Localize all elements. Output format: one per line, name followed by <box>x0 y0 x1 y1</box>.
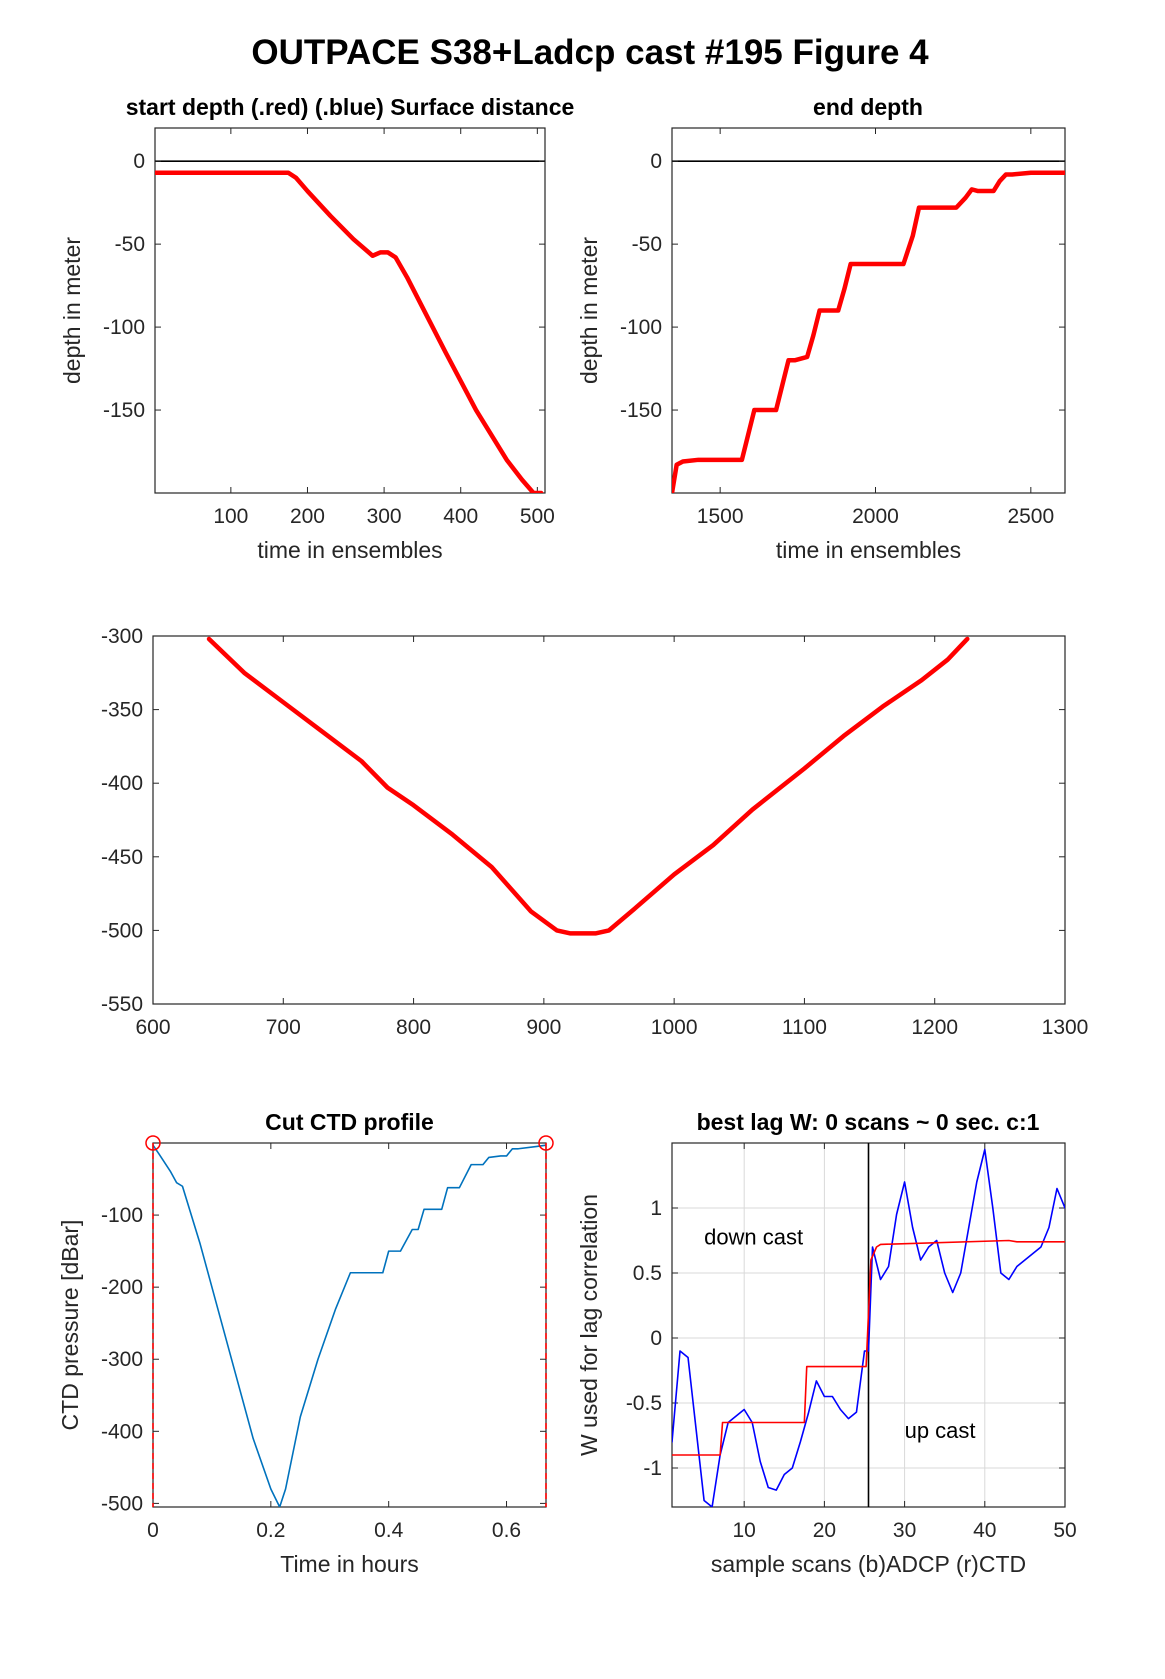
x-tick-label: 100 <box>213 505 248 528</box>
x-axis-label: sample scans (b)ADCP (r)CTD <box>711 1551 1026 1577</box>
y-tick-label: -300 <box>101 625 143 648</box>
x-tick-label: 0.6 <box>492 1519 521 1542</box>
series-line-0 <box>155 170 544 493</box>
x-tick-label: 0.4 <box>374 1519 404 1542</box>
x-tick-label: 200 <box>290 505 325 528</box>
y-tick-label: -450 <box>101 846 143 869</box>
y-tick-label: -150 <box>620 399 662 422</box>
y-tick-label: -50 <box>632 233 662 256</box>
y-tick-label: 1 <box>650 1197 662 1220</box>
chart-end_depth: 1500 2000 2500 0 -50 -100 -150 end depth time in… <box>576 94 1066 563</box>
y-tick-label: -150 <box>103 399 145 422</box>
y-tick-label: -400 <box>101 772 143 795</box>
x-tick-label: 800 <box>396 1016 431 1039</box>
x-axis-label: Time in hours <box>280 1551 418 1577</box>
y-axis-label: depth in meter <box>59 237 85 384</box>
x-tick-label: 400 <box>443 505 478 528</box>
y-tick-label: -350 <box>101 699 143 722</box>
y-tick-label: -1 <box>643 1457 662 1480</box>
series-line-0 <box>672 170 1065 493</box>
chart-middle: 600 700 800 900 1000 1100 1200 1300 -300 -350 -400… <box>101 625 1088 1039</box>
x-tick-label: 30 <box>893 1519 916 1542</box>
x-tick-label: 1000 <box>651 1016 698 1039</box>
x-tick-label: 0.2 <box>256 1519 285 1542</box>
cut-marker <box>145 1135 161 1151</box>
y-axis-label: CTD pressure [dBar] <box>57 1220 83 1431</box>
x-tick-label: 10 <box>733 1519 756 1542</box>
chart-start_depth: 100 200 300 400 500 0 -50 -100 -150 start depth (… <box>59 94 574 563</box>
y-tick-label: -100 <box>103 316 145 339</box>
x-tick-label: 700 <box>266 1016 301 1039</box>
x-tick-label: 2500 <box>1007 505 1054 528</box>
chart-title: start depth (.red) (.blue) Surface dista… <box>126 94 575 120</box>
y-tick-label: -100 <box>101 1204 143 1227</box>
y-tick-label: -50 <box>115 233 145 256</box>
y-axis-label: depth in meter <box>576 237 602 384</box>
y-tick-label: -200 <box>101 1276 143 1299</box>
x-tick-label: 0 <box>147 1519 159 1542</box>
y-tick-label: -300 <box>101 1348 143 1371</box>
chart-title: end depth <box>813 94 923 120</box>
x-tick-label: 2000 <box>852 505 899 528</box>
x-tick-label: 20 <box>813 1519 836 1542</box>
x-axis-label: time in ensembles <box>257 537 442 563</box>
x-tick-label: 1100 <box>782 1016 827 1039</box>
y-tick-label: -400 <box>101 1420 143 1443</box>
y-tick-label: -500 <box>101 1492 143 1515</box>
chart-title: best lag W: 0 scans ~ 0 sec. c:1 <box>697 1109 1040 1135</box>
x-tick-label: 40 <box>973 1519 996 1542</box>
chart-cut_ctd: 0 0.2 0.4 0.6 -100 -200 -300 -400 -500 Cut CTD pr… <box>57 1109 554 1577</box>
axes-box <box>152 1142 547 1508</box>
axes-box <box>154 127 546 494</box>
x-tick-label: 1500 <box>697 505 744 528</box>
x-axis-label: time in ensembles <box>776 537 961 563</box>
series-line-0 <box>206 636 970 936</box>
y-tick-label: 0 <box>133 150 145 173</box>
y-tick-label: 0 <box>650 150 662 173</box>
axes-box <box>671 127 1066 494</box>
y-tick-label: 0.5 <box>633 1262 662 1285</box>
x-tick-label: 1300 <box>1042 1016 1089 1039</box>
series-line-0 <box>153 1144 546 1507</box>
y-tick-label: -0.5 <box>626 1392 662 1415</box>
y-tick-label: -550 <box>101 993 143 1016</box>
annotation-label: up cast <box>905 1418 976 1443</box>
y-tick-label: -100 <box>620 316 662 339</box>
x-tick-label: 600 <box>135 1016 170 1039</box>
x-tick-label: 50 <box>1053 1519 1076 1542</box>
annotation-label: down cast <box>704 1224 803 1249</box>
figure-title: OUTPACE S38+Ladcp cast #195 Figure 4 <box>251 33 929 72</box>
chart-title: Cut CTD profile <box>265 1109 434 1135</box>
series-line-ctd <box>672 1239 1065 1456</box>
y-axis-label: W used for lag correlation <box>576 1194 602 1456</box>
chart-best_lag: 10 20 30 40 50 1 0.5 0 -0.5 -1 best lag W: 0 scans… <box>576 1109 1077 1577</box>
x-tick-label: 1200 <box>911 1016 958 1039</box>
x-tick-label: 900 <box>526 1016 561 1039</box>
x-tick-label: 500 <box>520 505 555 528</box>
x-tick-label: 300 <box>367 505 402 528</box>
cut-marker <box>538 1135 554 1151</box>
axes-box <box>152 635 1066 1005</box>
series-line-adcp <box>672 1148 1065 1507</box>
y-tick-label: 0 <box>650 1327 662 1350</box>
y-tick-label: -500 <box>101 919 143 942</box>
